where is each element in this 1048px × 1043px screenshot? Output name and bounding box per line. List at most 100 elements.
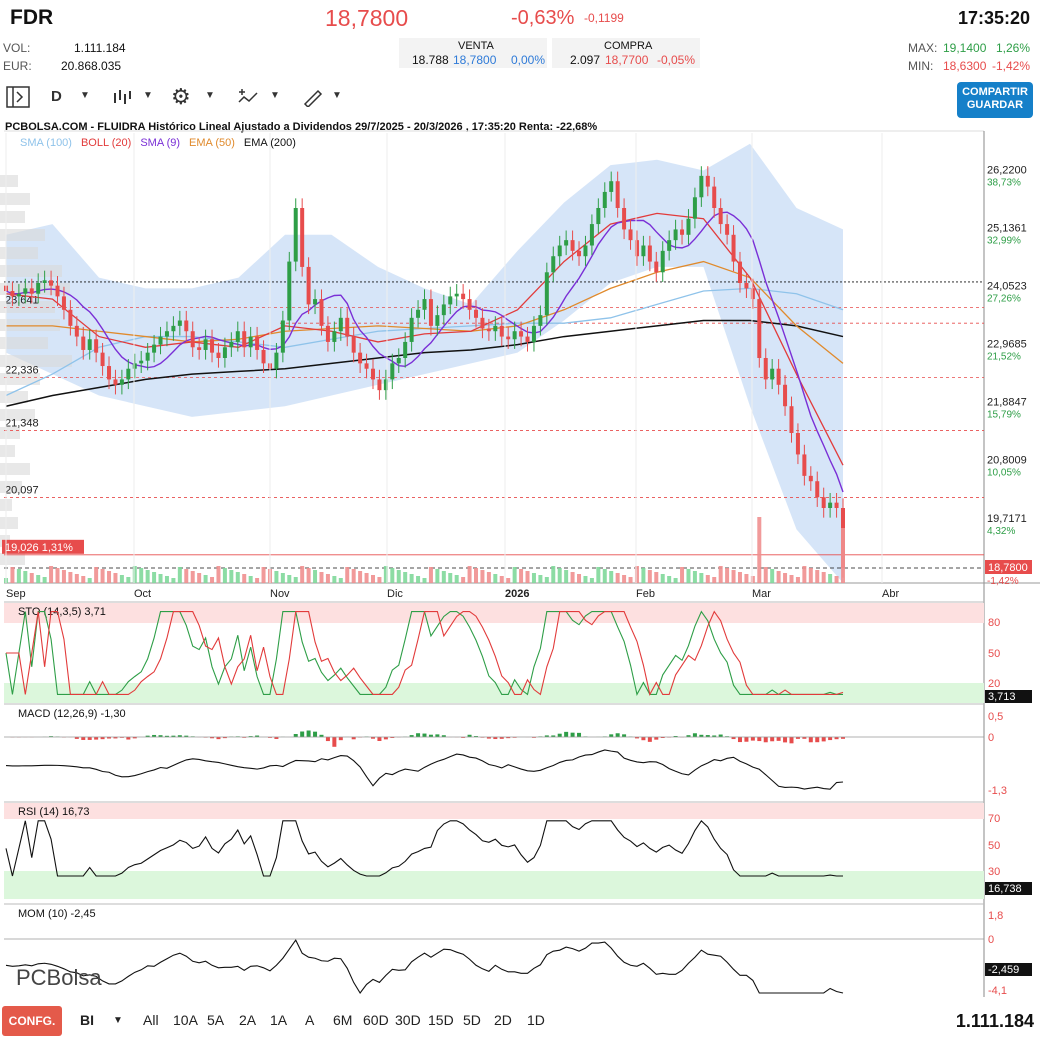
candle (557, 245, 562, 257)
volume-bar (300, 566, 305, 583)
panel-toggle-icon[interactable] (6, 86, 30, 108)
price-chart[interactable]: 23,641 22,336 21,348 20,097 19,026 1,31% 26,2… (0, 0, 1048, 1000)
candle (776, 368, 781, 385)
indicator-tick: -1,3 (988, 785, 1007, 797)
volume-bar (744, 574, 749, 583)
support-label: 22,336 (5, 365, 39, 377)
candle (358, 352, 363, 364)
macd-histogram-bar (390, 737, 395, 738)
volume-bar (783, 573, 788, 583)
x-tick-label: Dic (387, 588, 403, 600)
macd-histogram-bar (255, 735, 260, 737)
volume-bar (557, 568, 562, 583)
indicator-last-badge (985, 690, 1032, 703)
ema200-line (5, 319, 844, 407)
volume-bar (107, 571, 112, 583)
config-button[interactable]: CONFG. (2, 1006, 62, 1036)
volume-bar (222, 568, 227, 583)
volume-profile-bar (0, 175, 18, 187)
timeframe-6m[interactable]: 6M (333, 1012, 353, 1028)
timeframe-all[interactable]: All (143, 1012, 159, 1028)
candles-icon[interactable] (112, 87, 132, 107)
chevron-down-icon[interactable]: ▼ (143, 90, 153, 101)
volume-bar (313, 570, 318, 583)
chevron-down-icon[interactable]: ▼ (332, 90, 342, 101)
candle (725, 224, 730, 235)
volume-profile-bar (0, 247, 38, 259)
volume-bar (81, 576, 86, 583)
volume-bar (821, 572, 826, 583)
macd-histogram-bar (750, 737, 755, 741)
indicator-line (5, 819, 843, 877)
candle (435, 315, 440, 326)
volume-bar (280, 573, 285, 583)
y-tick-pct: 32,99% (987, 235, 1021, 246)
candle (834, 502, 839, 508)
macd-histogram-bar (107, 737, 112, 739)
volume-bar (680, 567, 685, 583)
volume-bar (351, 569, 356, 583)
timeframe-10a[interactable]: 10A (173, 1012, 198, 1028)
compra-pct: -0,05% (657, 53, 696, 67)
macd-histogram-bar (338, 737, 343, 741)
y-tick-label: 24,0523 (987, 281, 1027, 293)
draw-pencil-icon[interactable] (302, 87, 324, 107)
macd-histogram-bar (351, 737, 356, 740)
volume-profile-bar (0, 301, 55, 313)
candle (68, 309, 73, 326)
indicator-tick: 0,5 (988, 711, 1003, 723)
min-pct: -1,42% (992, 59, 1031, 73)
timeframe-5d[interactable]: 5D (463, 1012, 481, 1028)
volume-bar (184, 569, 189, 583)
share-save-button[interactable]: COMPARTIR GUARDAR (957, 82, 1033, 118)
volume-bar (36, 575, 41, 583)
bi-select[interactable]: BI (80, 1012, 94, 1028)
chevron-down-icon[interactable]: ▼ (80, 90, 90, 101)
timeframe-2a[interactable]: 2A (239, 1012, 257, 1028)
indicators-icon[interactable] (237, 87, 259, 107)
volume-bar (641, 568, 646, 583)
chevron-down-icon[interactable]: ▼ (205, 90, 215, 101)
macd-histogram-bar (493, 737, 498, 740)
timeframe-5a[interactable]: 5A (207, 1012, 225, 1028)
volume-bar (203, 575, 208, 583)
volume-bar (126, 577, 131, 583)
timeframe-a[interactable]: A (305, 1012, 315, 1028)
timeframe-60d[interactable]: 60D (363, 1012, 389, 1028)
candle (622, 208, 627, 230)
timeframe-2d[interactable]: 2D (494, 1012, 512, 1028)
volume-bar (364, 573, 369, 583)
macd-histogram-bar (306, 730, 311, 737)
macd-histogram-bar (564, 731, 569, 737)
candle (293, 208, 298, 262)
candle (577, 250, 582, 257)
timeframe-1d[interactable]: 1D (527, 1012, 545, 1028)
y-tick-label: 26,2200 (987, 164, 1027, 176)
candle (654, 261, 659, 273)
volume-bar (577, 574, 582, 583)
gear-icon[interactable]: ⚙ (171, 84, 191, 109)
candle (821, 497, 826, 508)
macd-histogram-bar (834, 737, 839, 740)
timeframe-30d[interactable]: 30D (395, 1012, 421, 1028)
y-tick-pct: 38,73% (987, 177, 1021, 188)
chevron-down-icon[interactable]: ▼ (113, 1015, 123, 1026)
macd-histogram-bar (763, 737, 768, 743)
bollinger-mid-line (5, 212, 844, 466)
indicator-name: MOM (10) -2,45 (18, 908, 96, 920)
candle (615, 181, 620, 208)
min-value: 18,6300 (943, 59, 987, 73)
indicator-tick: -4,1 (988, 985, 1007, 997)
candle (763, 358, 768, 380)
macd-histogram-bar (293, 734, 298, 737)
chevron-down-icon[interactable]: ▼ (270, 90, 280, 101)
timeframe-1a[interactable]: 1A (270, 1012, 288, 1028)
volume-profile-bar (0, 283, 70, 295)
volume-bar (499, 576, 504, 583)
macd-histogram-bar (158, 735, 163, 737)
timeframe-15d[interactable]: 15D (428, 1012, 454, 1028)
macd-histogram-bar (409, 735, 414, 737)
macd-histogram-bar (770, 737, 775, 742)
period-select[interactable]: D (51, 88, 62, 105)
macd-histogram-bar (474, 736, 479, 737)
